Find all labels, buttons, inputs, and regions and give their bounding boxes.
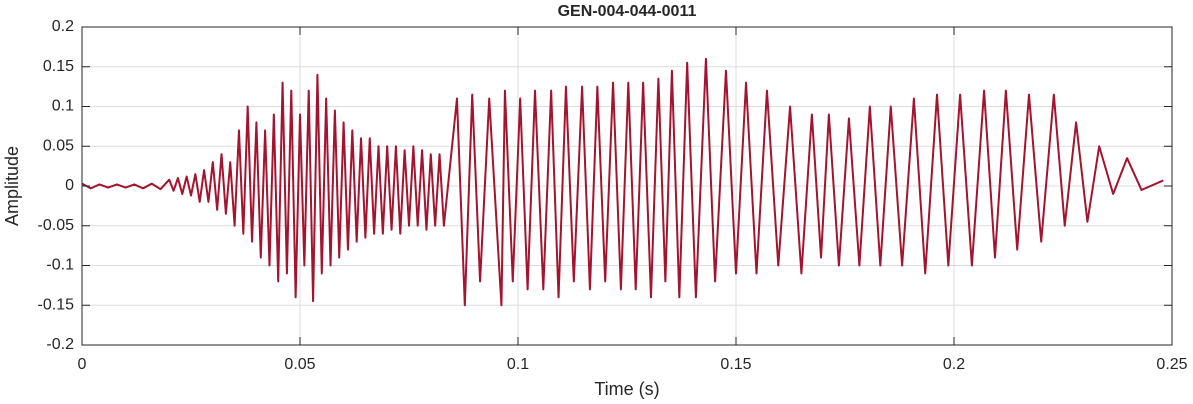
- x-tick-label: 0.1: [507, 356, 529, 373]
- x-tick-label: 0.2: [943, 356, 965, 373]
- chart-title: GEN-004-044-0011: [558, 3, 697, 20]
- y-tick-label: 0.1: [52, 98, 74, 115]
- y-axis-label: Amplitude: [2, 146, 22, 226]
- y-tick-label: 0.15: [43, 58, 74, 75]
- x-tick-label: 0.25: [1156, 356, 1187, 373]
- x-axis-label: Time (s): [594, 379, 659, 399]
- x-tick-label: 0: [78, 356, 87, 373]
- y-tick-label: 0.2: [52, 18, 74, 35]
- y-tick-label: -0.1: [46, 257, 74, 274]
- y-tick-label: 0: [65, 177, 74, 194]
- y-tick-label: -0.2: [46, 336, 74, 353]
- y-tick-label: -0.15: [38, 296, 75, 313]
- y-tick-label: 0.05: [43, 137, 74, 154]
- waveform-line: [81, 57, 1164, 307]
- y-tick-label: -0.05: [38, 217, 75, 234]
- x-tick-label: 0.05: [284, 356, 315, 373]
- x-tick-label: 0.15: [720, 356, 751, 373]
